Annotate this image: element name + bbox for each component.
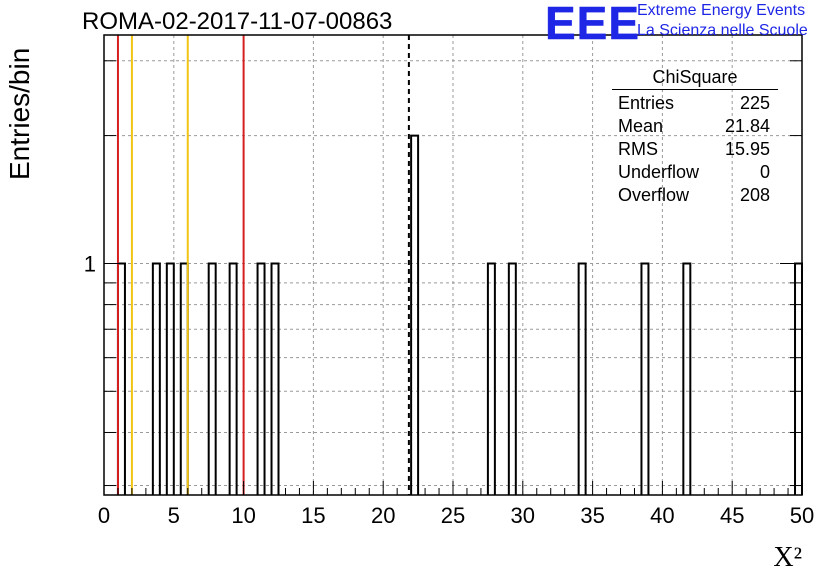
- logo-line2: La Scienza nelle Scuole: [637, 22, 808, 39]
- y-tick-label: 1: [84, 251, 96, 276]
- stats-value: 225: [739, 93, 770, 113]
- x-tick-label: 25: [441, 503, 465, 528]
- x-tick-label: 15: [301, 503, 325, 528]
- x-tick-label: 30: [511, 503, 535, 528]
- histogram-bin: [640, 262, 650, 495]
- stats-value: 21.84: [724, 116, 770, 136]
- stats-row-entries: Entries 225: [612, 92, 778, 115]
- histogram-bin: [151, 262, 161, 495]
- histogram-bin: [577, 262, 587, 495]
- histogram-bin: [682, 262, 692, 495]
- stats-row-overflow: Overflow 208: [612, 184, 778, 207]
- stats-value: 208: [739, 185, 770, 205]
- logo-line1: Extreme Energy Events: [637, 2, 806, 19]
- stats-label: Overflow: [618, 185, 690, 205]
- x-tick-label: 40: [650, 503, 674, 528]
- histogram-bin: [116, 262, 126, 495]
- histogram-bin: [507, 262, 517, 495]
- stats-label: Underflow: [618, 162, 700, 182]
- x-axis-label: X²: [773, 542, 802, 572]
- histogram-bin: [179, 262, 189, 495]
- histogram-bin: [794, 262, 803, 495]
- stats-title: ChiSquare: [612, 67, 778, 90]
- x-tick-label: 10: [231, 503, 255, 528]
- histogram-bin: [486, 262, 496, 495]
- stats-label: RMS: [618, 139, 658, 159]
- x-tick-label: 35: [580, 503, 604, 528]
- x-tick-label: 5: [168, 503, 180, 528]
- y-axis-label: Entries/bin: [4, 47, 35, 180]
- x-tick-label: 20: [371, 503, 395, 528]
- stats-row-mean: Mean 21.84: [612, 115, 778, 138]
- stats-label: Mean: [618, 116, 664, 136]
- stats-row-rms: RMS 15.95: [612, 138, 778, 161]
- stats-value: 15.95: [724, 139, 770, 159]
- x-tick-label: 45: [720, 503, 744, 528]
- histogram-bin: [256, 262, 266, 495]
- histogram-bin: [228, 262, 238, 495]
- stats-box: ChiSquare Entries 225 Mean 21.84 RMS 15.…: [612, 67, 778, 207]
- x-tick-label: 0: [98, 503, 110, 528]
- histogram-bin: [165, 262, 175, 495]
- stats-row-underflow: Underflow 0: [612, 161, 778, 184]
- logo-mark: EEE: [545, 0, 641, 49]
- histogram-bin: [410, 134, 420, 495]
- histogram-bin: [270, 262, 280, 495]
- histogram-bin: [207, 262, 217, 495]
- x-tick-label: 50: [790, 503, 814, 528]
- stats-label: Entries: [618, 93, 675, 113]
- stats-value: 0: [759, 162, 770, 182]
- chart-title: ROMA-02-2017-11-07-00863: [82, 8, 393, 35]
